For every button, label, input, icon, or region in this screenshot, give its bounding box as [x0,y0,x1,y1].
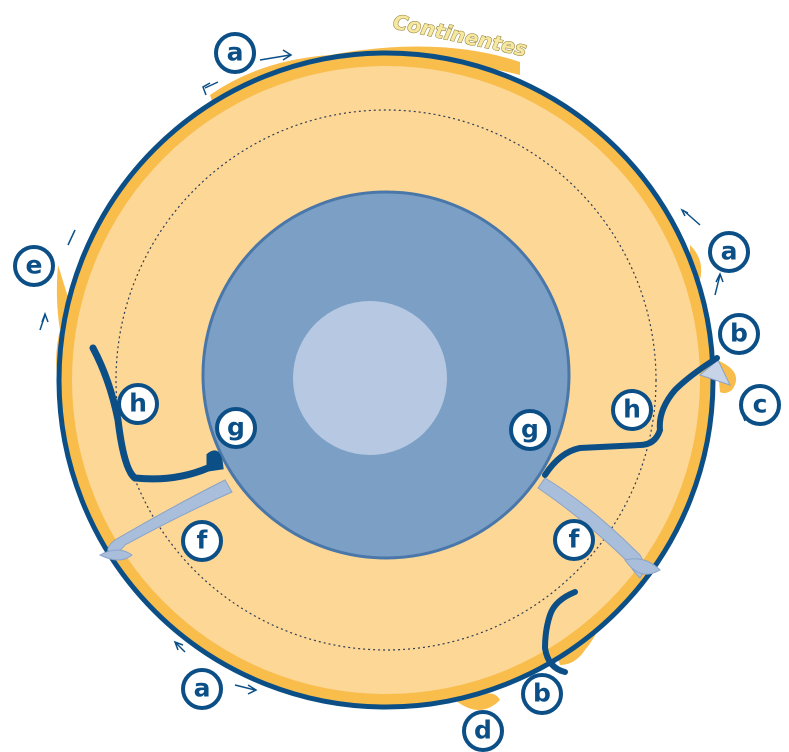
svg-text:b: b [533,679,551,708]
label-g-left: g [215,407,257,449]
svg-text:c: c [753,390,768,419]
svg-text:e: e [26,251,43,280]
svg-text:g: g [521,415,539,444]
label-g-right: g [509,409,551,451]
label-e: e [13,245,55,287]
svg-text:h: h [129,389,147,418]
label-d: d [462,710,504,752]
label-a-right: a [708,231,750,273]
svg-text:d: d [474,716,492,745]
label-h-left: h [117,383,159,425]
svg-text:f: f [197,526,209,555]
mantle-transition-line [115,109,657,651]
label-a-top: a [214,32,256,74]
plate-motion-arrows [39,49,746,695]
label-b-right: b [718,313,760,355]
label-c: c [739,384,781,426]
label-f-right: f [553,519,595,561]
label-f-left: f [181,520,223,562]
svg-text:b: b [730,319,748,348]
label-h-right: h [611,389,653,431]
svg-text:g: g [227,413,245,442]
svg-text:a: a [721,237,738,266]
label-b-bottom: b [521,673,563,715]
svg-text:a: a [227,38,244,67]
subducted-slabs [89,344,720,675]
svg-text:a: a [194,674,211,703]
label-a-bottom: a [181,668,223,710]
svg-text:h: h [623,395,641,424]
svg-text:f: f [569,525,581,554]
inner-core [293,301,447,455]
